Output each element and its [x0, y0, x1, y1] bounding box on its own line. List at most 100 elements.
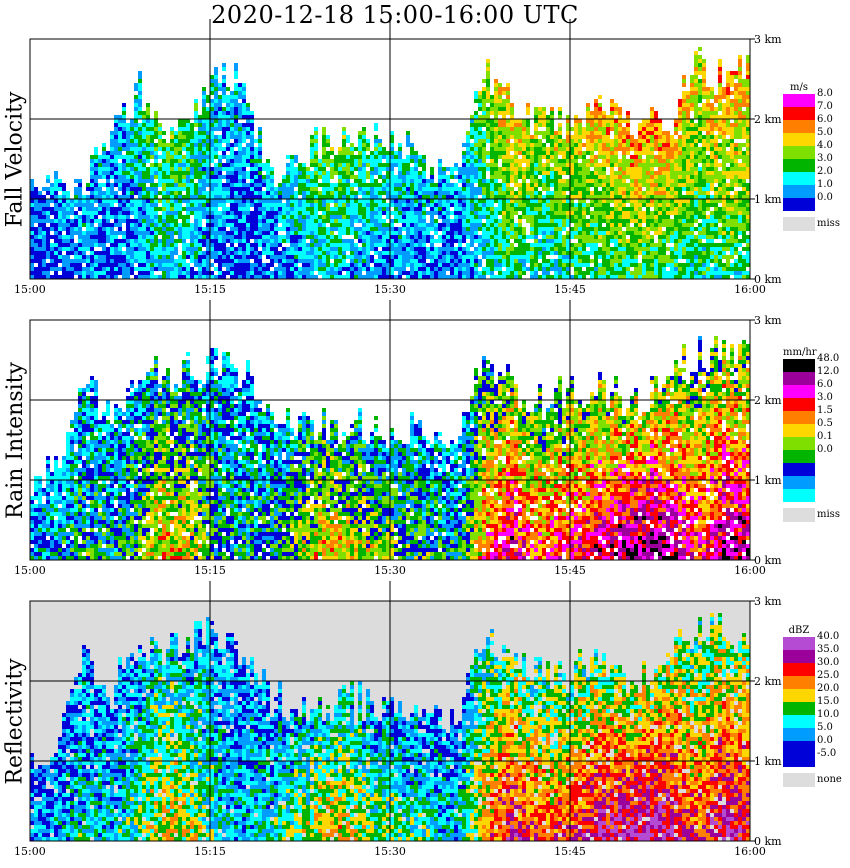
heat-cell	[74, 219, 78, 223]
heat-cell	[150, 191, 154, 195]
heat-cell	[254, 235, 258, 239]
heat-cell	[90, 219, 94, 223]
heat-cell	[194, 199, 198, 203]
heat-cell	[426, 191, 430, 195]
heat-cell	[94, 207, 98, 211]
heat-cell	[194, 191, 198, 195]
heat-cell	[478, 271, 482, 275]
heat-cell	[606, 235, 610, 239]
heat-cell	[134, 175, 138, 179]
heat-cell	[342, 171, 346, 175]
heat-cell	[518, 123, 522, 127]
heat-cell	[526, 199, 530, 203]
heat-cell	[166, 203, 170, 207]
heat-cell	[322, 195, 326, 199]
heat-cell	[246, 191, 250, 195]
heat-cell	[606, 255, 610, 259]
heat-cell	[370, 259, 374, 263]
heat-cell	[378, 183, 382, 187]
heat-cell	[346, 215, 350, 219]
heat-cell	[306, 215, 310, 219]
heat-cell	[242, 195, 246, 199]
heat-cell	[474, 95, 478, 99]
heat-cell	[506, 179, 510, 183]
heat-cell	[598, 263, 602, 267]
heat-cell	[434, 203, 438, 207]
heat-cell	[590, 139, 594, 143]
heat-cell	[266, 163, 270, 167]
heat-cell	[254, 231, 258, 235]
heat-cell	[198, 271, 202, 275]
heat-cell	[414, 259, 418, 263]
heat-cell	[582, 143, 586, 147]
heat-cell	[194, 255, 198, 259]
heat-cell	[470, 135, 474, 139]
heat-cell	[342, 131, 346, 135]
heat-cell	[210, 139, 214, 143]
heat-cell	[302, 179, 306, 183]
heat-cell	[238, 219, 242, 223]
heat-cell	[486, 243, 490, 247]
heat-cell	[378, 275, 382, 279]
heat-cell	[282, 175, 286, 179]
heat-cell	[182, 135, 186, 139]
heat-cell	[526, 235, 530, 239]
heat-cell	[586, 123, 590, 127]
heat-cell	[186, 231, 190, 235]
heat-cell	[162, 219, 166, 223]
heat-cell	[126, 243, 130, 247]
heat-cell	[502, 119, 506, 123]
heat-cell	[534, 195, 538, 199]
heat-cell	[126, 207, 130, 211]
heat-cell	[254, 151, 258, 155]
heat-cell	[114, 183, 118, 187]
heat-cell	[238, 115, 242, 119]
heat-cell	[138, 155, 142, 159]
heat-cell	[242, 163, 246, 167]
heat-cell	[142, 215, 146, 219]
heat-cell	[490, 147, 494, 151]
heat-cell	[470, 223, 474, 227]
heat-cell	[510, 259, 514, 263]
heat-cell	[146, 211, 150, 215]
heat-cell	[362, 191, 366, 195]
heat-cell	[326, 271, 330, 275]
heat-cell	[258, 151, 262, 155]
heat-cell	[114, 179, 118, 183]
heat-cell	[230, 271, 234, 275]
heat-cell	[526, 155, 530, 159]
heat-cell	[486, 239, 490, 243]
heat-cell	[106, 207, 110, 211]
heat-cell	[46, 263, 50, 267]
heat-cell	[518, 199, 522, 203]
heat-cell	[462, 259, 466, 263]
heat-cell	[298, 255, 302, 259]
heat-cell	[478, 99, 482, 103]
heat-cell	[62, 247, 66, 251]
heat-cell	[150, 247, 154, 251]
heat-cell	[202, 271, 206, 275]
heat-cell	[242, 171, 246, 175]
heat-cell	[98, 267, 102, 271]
heat-cell	[478, 235, 482, 239]
heat-cell	[466, 207, 470, 211]
heat-cell	[322, 275, 326, 279]
heat-cell	[46, 267, 50, 271]
heat-cell	[338, 199, 342, 203]
heat-cell	[478, 151, 482, 155]
heat-cell	[494, 99, 498, 103]
heat-cell	[358, 267, 362, 271]
heat-cell	[474, 259, 478, 263]
heat-cell	[346, 243, 350, 247]
heat-cell	[430, 239, 434, 243]
heat-cell	[602, 215, 606, 219]
heat-cell	[470, 207, 474, 211]
heat-cell	[102, 251, 106, 255]
heat-cell	[430, 203, 434, 207]
heat-cell	[190, 203, 194, 207]
heat-cell	[82, 235, 86, 239]
heat-cell	[86, 199, 90, 203]
heat-cell	[186, 135, 190, 139]
heat-cell	[582, 151, 586, 155]
heat-cell	[246, 155, 250, 159]
